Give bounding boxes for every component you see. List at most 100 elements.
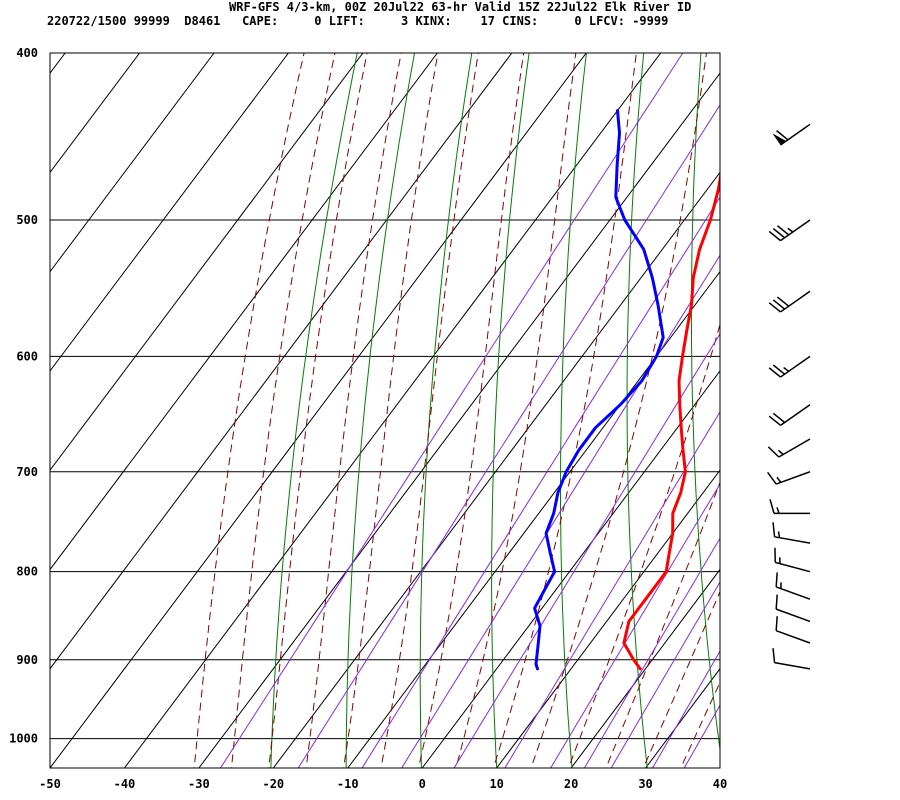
- barb-feather: [772, 412, 786, 424]
- barb-staff: [775, 629, 811, 644]
- barb-feather: [768, 415, 781, 426]
- mixing-ratio-line: [683, 704, 720, 768]
- barb-staff: [778, 438, 811, 458]
- mixing-ratio-line: [297, 104, 720, 768]
- x-tick-label: 40: [713, 777, 727, 791]
- isotherm-line: [50, 53, 438, 571]
- wind-barb: [772, 648, 811, 670]
- barb-feather: [776, 296, 790, 307]
- barb-half-feather: [783, 366, 790, 372]
- dry-adiabat-line: [690, 53, 720, 753]
- isotherm-line: [645, 667, 720, 768]
- temperature-profile: [622, 170, 720, 671]
- isotherm-line: [198, 72, 720, 768]
- barb-feather: [767, 471, 777, 485]
- barb-feather: [772, 228, 786, 239]
- y-tick-label: 800: [16, 565, 38, 579]
- x-tick-label: 20: [564, 777, 578, 791]
- x-tick-label: -40: [114, 777, 136, 791]
- mixing-ratio-line: [401, 254, 720, 768]
- moist-adiabat-line: [752, 44, 900, 776]
- moist-adiabat-line: [193, 53, 305, 768]
- chart-title: WRF-GFS 4/3-km, 00Z 20Jul22 63-hr Valid …: [229, 0, 692, 14]
- y-tick-label: 400: [16, 46, 38, 60]
- dry-adiabat-line: [419, 53, 473, 768]
- isotherm-line: [50, 53, 289, 372]
- x-tick-label: -30: [188, 777, 210, 791]
- dry-adiabat-line: [873, 53, 900, 768]
- barb-staff: [774, 536, 811, 544]
- x-tick-label: 0: [419, 777, 426, 791]
- moist-adiabat-line: [567, 322, 720, 768]
- moist-adiabat-line: [455, 53, 577, 768]
- dry-adiabat-line: [626, 53, 648, 768]
- wind-barb: [774, 547, 811, 573]
- moist-adiabat-line: [492, 53, 637, 768]
- wind-barb: [769, 499, 810, 515]
- moist-adiabat-line: [417, 53, 525, 768]
- mixing-ratio-line: [583, 537, 720, 768]
- moist-adiabat-line: [305, 53, 402, 768]
- dry-adiabat-line: [345, 53, 415, 768]
- moist-adiabat-line: [717, 762, 720, 768]
- mixing-ratio-line: [504, 410, 720, 768]
- isotherm-line: [272, 171, 720, 768]
- mixing-ratio-line: [550, 483, 720, 768]
- barb-feather: [772, 299, 786, 310]
- wind-barb: [767, 471, 811, 485]
- wind-barb: [775, 594, 811, 623]
- wind-barbs: [767, 123, 811, 670]
- barb-feather: [776, 130, 789, 141]
- mixing-ratio-line: [361, 196, 720, 768]
- isotherm-line: [50, 53, 587, 768]
- isotherm-line: [50, 53, 513, 670]
- barb-staff: [774, 661, 811, 670]
- barb-feather: [768, 302, 781, 313]
- x-tick-label: -50: [39, 777, 61, 791]
- y-tick-label: 1000: [9, 732, 38, 746]
- moist-adiabat-line: [342, 53, 439, 768]
- moist-adiabat-line: [530, 53, 708, 768]
- barb-staff: [780, 290, 811, 313]
- plot-frame: [49, 52, 721, 769]
- barb-staff: [775, 608, 811, 623]
- dry-adiabat-line: [270, 53, 358, 768]
- dry-adiabat-line: [491, 53, 530, 768]
- x-tick-label: -10: [337, 777, 359, 791]
- barb-feather: [768, 230, 781, 242]
- axis-labels: -50 -40 -30 -20 -10 0 10 20 30 40 400 500 600 700 800 9…: [9, 46, 727, 791]
- barb-feather: [776, 225, 790, 236]
- sounding-indices: 220722/1500 99999 D8461 CAPE: 0 LIFT: 3 …: [47, 14, 669, 28]
- barb-feather: [772, 364, 786, 375]
- barb-feather: [767, 446, 780, 458]
- mixing-ratio-line: [453, 332, 720, 768]
- diagram-grid: [50, 44, 900, 776]
- wind-barb: [772, 123, 811, 146]
- x-tick-label: 30: [638, 777, 652, 791]
- moist-adiabat-line: [605, 480, 720, 768]
- barb-staff: [775, 471, 811, 485]
- wind-barb: [767, 438, 811, 458]
- y-tick-label: 600: [16, 349, 38, 363]
- wind-barb: [772, 522, 811, 544]
- moist-adiabat-line: [380, 53, 479, 768]
- barb-feather: [775, 616, 778, 631]
- isotherm-line: [50, 53, 215, 273]
- y-tick-label: 500: [16, 213, 38, 227]
- wind-barb: [775, 616, 811, 644]
- mixing-ratio-line: [220, 53, 684, 768]
- isotherm-line: [50, 53, 364, 472]
- moist-adiabat-line: [230, 53, 336, 768]
- wind-barb: [775, 572, 811, 600]
- y-tick-label: 700: [16, 465, 38, 479]
- barb-half-feather: [776, 476, 782, 483]
- dry-adiabat-line: [754, 53, 798, 768]
- isotherm-line: [570, 568, 720, 768]
- barb-staff: [780, 219, 811, 242]
- dry-adiabat-line: [560, 53, 587, 768]
- barb-half-feather: [776, 507, 780, 514]
- isotherm-line: [421, 370, 720, 768]
- barb-staff: [780, 355, 811, 378]
- barb-feather: [772, 522, 776, 537]
